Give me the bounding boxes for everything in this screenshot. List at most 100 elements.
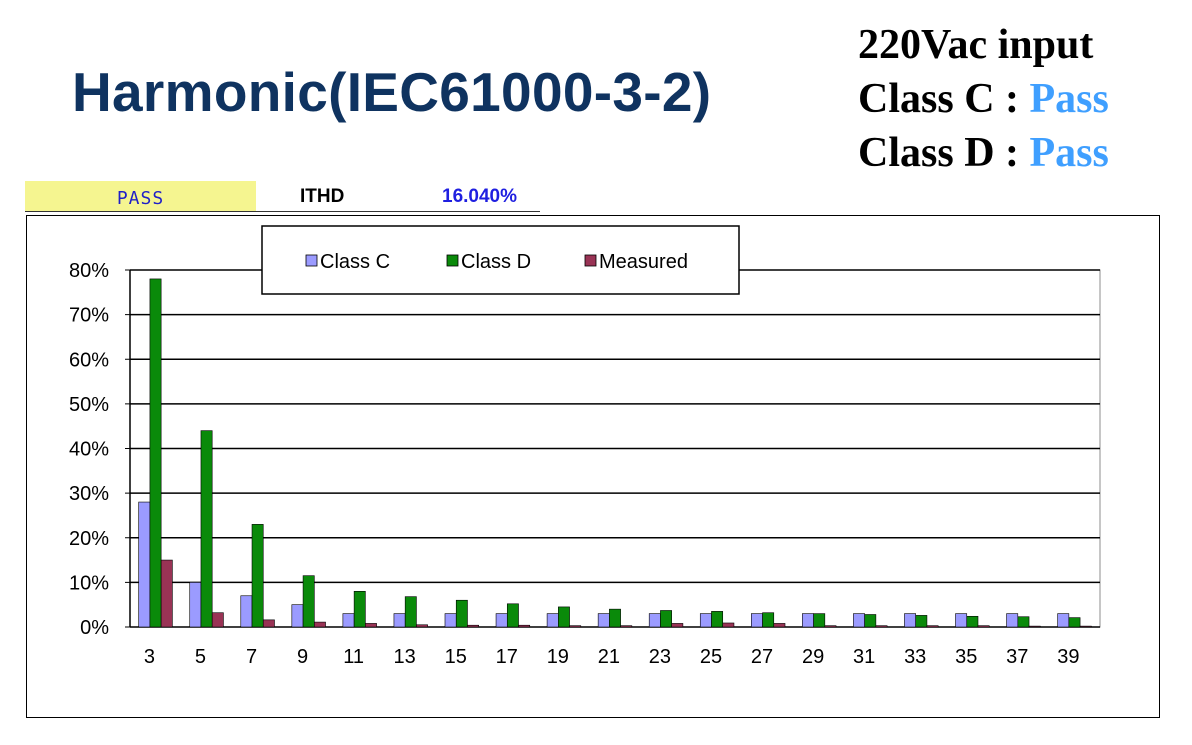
class-d-label: Class D : <box>858 130 1030 176</box>
legend-box <box>261 225 740 295</box>
class-c-bar <box>240 595 253 628</box>
class-c-bar <box>189 582 202 628</box>
measured-bar <box>518 624 531 628</box>
measured-bar <box>926 625 939 628</box>
class-c-bar <box>138 501 151 628</box>
class-d-bar <box>762 612 775 628</box>
measured-bar <box>160 559 173 628</box>
measured-bar <box>773 623 786 628</box>
y-tick-label: 20% <box>69 528 109 550</box>
class-d-bar <box>251 524 264 628</box>
x-tick-label: 29 <box>802 646 824 668</box>
y-tick-label: 10% <box>69 572 109 594</box>
class-d-bar <box>660 610 672 628</box>
legend-label-class-c: Class C <box>320 251 390 273</box>
class-c-bar <box>291 604 304 628</box>
class-d-bar <box>353 590 366 628</box>
measured-bar <box>722 622 735 628</box>
class-d-bar <box>1068 617 1081 628</box>
y-tick-label: 60% <box>69 349 109 371</box>
class-c-bar <box>393 613 406 628</box>
class-c-bar <box>1006 613 1019 628</box>
measured-bar <box>875 625 888 628</box>
class-d-bar <box>711 611 724 628</box>
x-tick-label: 39 <box>1057 646 1079 668</box>
x-tick-label: 13 <box>394 646 416 668</box>
class-d-bar <box>609 608 621 628</box>
measured-bar <box>977 625 990 628</box>
class-d-bar <box>915 615 928 628</box>
class-c-bar <box>546 613 559 628</box>
x-tick-label: 37 <box>1006 646 1028 668</box>
x-tick-label: 19 <box>547 646 569 668</box>
class-c-result: Pass <box>1029 76 1109 122</box>
x-tick-label: 31 <box>853 646 875 668</box>
measured-bar <box>211 612 224 628</box>
legend-label-measured: Measured <box>599 251 688 273</box>
class-c-bar <box>751 613 763 628</box>
class-c-bar <box>648 613 661 628</box>
class-d-bar <box>200 430 213 628</box>
class-c-bar <box>444 613 457 628</box>
y-tick-label: 70% <box>69 305 109 327</box>
x-tick-label: 7 <box>246 646 257 668</box>
class-c-label: Class C : <box>858 76 1030 122</box>
x-tick-label: 27 <box>751 646 773 668</box>
class-d-result-row: Class D : Pass <box>858 126 1109 180</box>
x-tick-label: 5 <box>195 646 206 668</box>
harmonic-bar-chart: 0%10%20%30%40%50%60%70%80%3 5 7 9 11 13 15 17 19… <box>69 225 1101 668</box>
measured-bar <box>313 621 326 628</box>
x-tick-label: 3 <box>144 646 155 668</box>
page-title: Harmonic(IEC61000-3-2) <box>72 61 712 123</box>
measured-bar <box>620 625 633 628</box>
measured-bar <box>671 623 684 628</box>
legend-swatch-class-d <box>446 254 459 267</box>
x-tick-label: 9 <box>297 646 308 668</box>
measured-bar <box>1079 625 1092 628</box>
legend-swatch-class-c <box>305 254 318 267</box>
class-d-bar <box>1017 616 1030 628</box>
legend-label-class-d: Class D <box>461 251 531 273</box>
class-c-bar <box>699 613 712 628</box>
chart-frame: 0% 10% 20% 30% 40% 50% 60% 70% 80% 3 5 7 9 11 13 15 17 19… <box>26 215 1160 718</box>
y-tick-label: 30% <box>69 483 109 505</box>
x-tick-label: 23 <box>649 646 671 668</box>
measured-bar <box>365 623 377 628</box>
measured-bar <box>467 624 479 628</box>
x-tick-label: 25 <box>700 646 722 668</box>
class-c-bar <box>1057 613 1070 628</box>
y-tick-label: 50% <box>69 394 109 416</box>
class-d-bar <box>966 615 979 628</box>
class-d-bar <box>506 603 519 628</box>
class-c-bar <box>802 613 814 628</box>
class-d-bar <box>404 596 417 628</box>
y-tick-label: 0% <box>80 617 109 639</box>
measured-bar <box>1028 625 1041 628</box>
class-c-bar <box>955 613 968 628</box>
measured-bar <box>569 625 582 628</box>
input-voltage-label: 220Vac input <box>858 22 1094 68</box>
x-tick-label: 33 <box>904 646 926 668</box>
class-d-bar <box>149 278 162 628</box>
class-d-bar <box>302 575 315 628</box>
class-c-bar <box>495 613 508 628</box>
x-tick-label: 15 <box>445 646 467 668</box>
class-d-bar <box>864 614 877 628</box>
class-c-result-row: Class C : Pass <box>858 72 1109 126</box>
measured-bar <box>824 625 837 628</box>
class-d-bar <box>455 599 468 628</box>
ithd-value: 16.040% <box>442 186 518 207</box>
class-c-bar <box>904 613 917 628</box>
legend-swatch-measured <box>584 254 597 267</box>
class-d-result: Pass <box>1029 130 1109 176</box>
status-result: PASS <box>25 181 256 211</box>
ithd-label: ITHD <box>300 186 345 207</box>
status-bar: PASS ITHD 16.040% <box>25 181 540 212</box>
x-tick-label: 21 <box>598 646 620 668</box>
class-c-bar <box>342 613 355 628</box>
x-tick-label: 17 <box>496 646 518 668</box>
measured-bar <box>262 619 275 628</box>
class-d-bar <box>558 606 570 628</box>
x-tick-label: 11 <box>343 646 364 668</box>
y-tick-label: 40% <box>69 439 109 461</box>
